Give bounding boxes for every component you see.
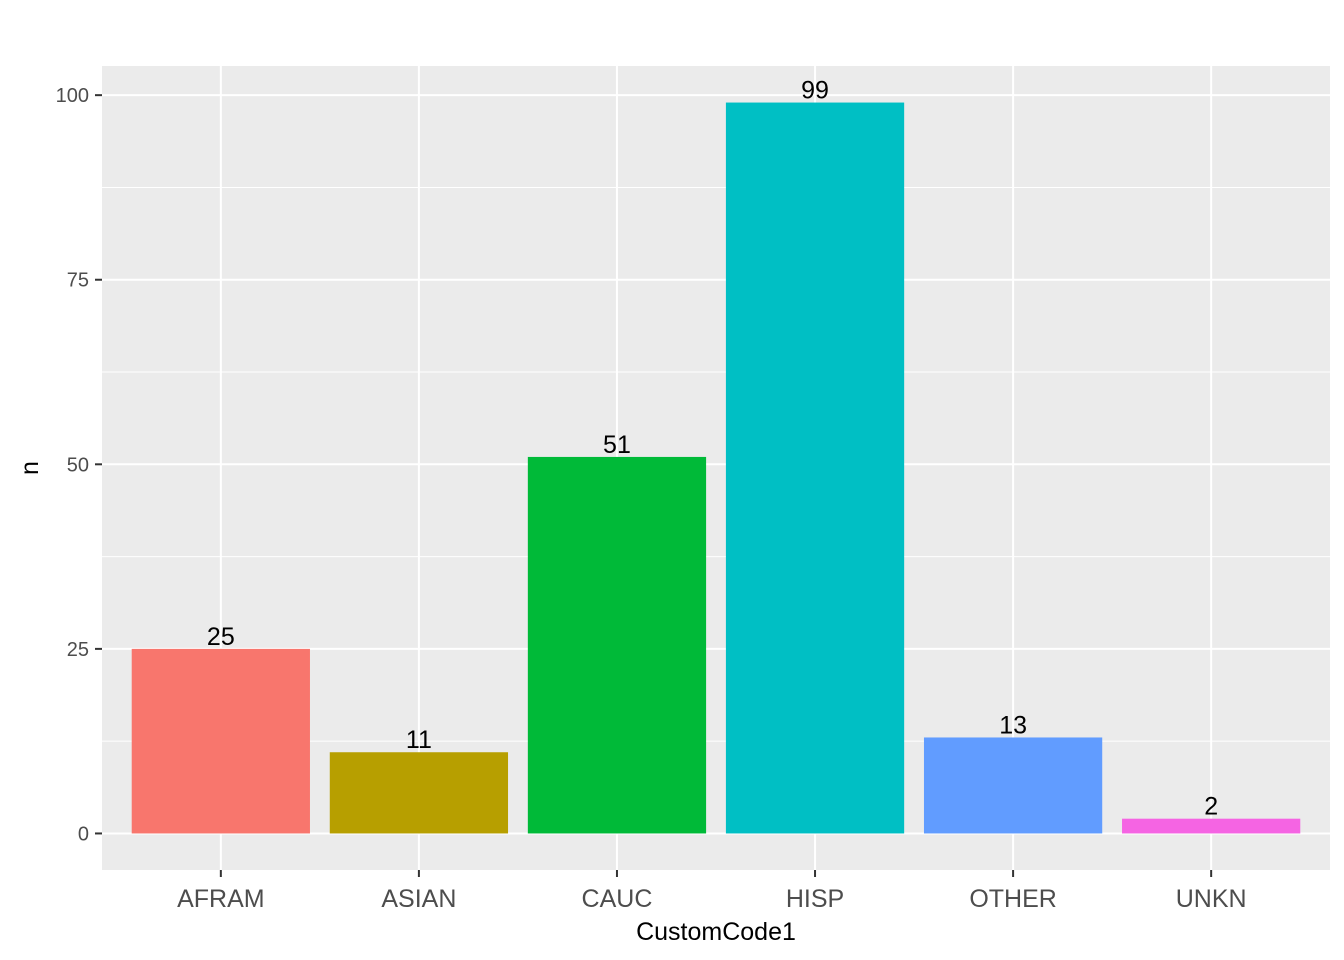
x-axis: AFRAM ASIAN CAUC HISP OTHER UNKN	[177, 870, 1247, 913]
x-tick-label: CAUC	[582, 885, 653, 913]
bar-other	[923, 737, 1103, 834]
data-label-hisp: 99	[801, 77, 829, 105]
bars	[131, 102, 1301, 834]
x-tick-label: OTHER	[969, 885, 1057, 913]
y-tick-label: 25	[67, 639, 89, 661]
bar-cauc	[527, 456, 707, 834]
data-label-unkn: 2	[1204, 793, 1218, 821]
bar-asian	[329, 752, 509, 834]
bar-afram	[131, 648, 310, 834]
x-tick-label: HISP	[786, 885, 844, 913]
data-label-cauc: 51	[603, 431, 631, 459]
x-tick-label: UNKN	[1176, 885, 1247, 913]
x-tick-label: AFRAM	[177, 885, 265, 913]
bar-unkn	[1122, 818, 1301, 834]
y-axis: 0 25 50 75 100	[56, 85, 102, 845]
data-label-other: 13	[999, 711, 1027, 739]
y-axis-title: n	[16, 461, 44, 475]
x-tick-label: ASIAN	[381, 885, 456, 913]
y-tick-label: 75	[67, 270, 89, 292]
data-labels: 25 11 51 99 13 2	[207, 77, 1218, 821]
x-axis-title: CustomCode1	[636, 918, 796, 946]
y-tick-label: 50	[67, 454, 89, 476]
data-label-asian: 11	[406, 726, 432, 754]
y-tick-label: 100	[56, 85, 89, 107]
bar-hisp	[725, 102, 905, 834]
y-tick-label: 0	[78, 823, 89, 845]
data-label-afram: 25	[207, 623, 235, 651]
